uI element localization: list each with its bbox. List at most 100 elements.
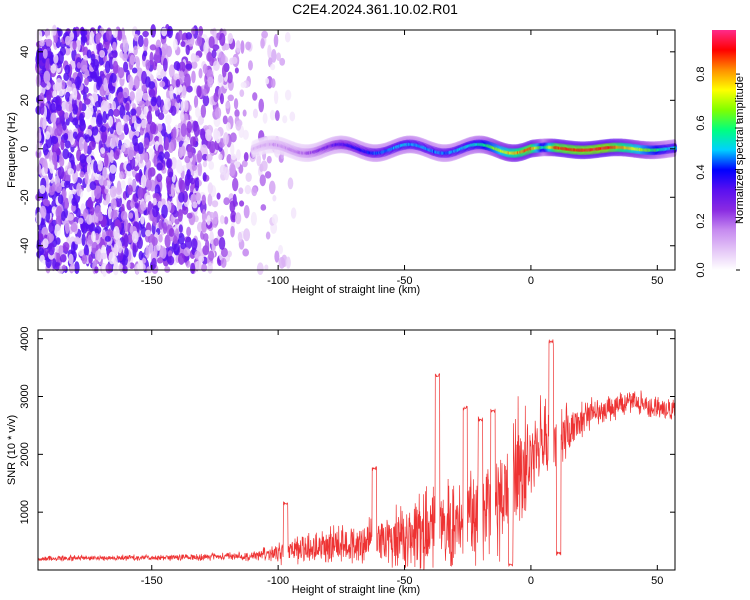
spectrogram-noise-cell <box>186 168 191 180</box>
spectrogram-noise-cell <box>138 100 146 109</box>
spectrogram-noise-cell <box>97 159 103 172</box>
spectrogram-noise-cell <box>276 52 281 62</box>
spectrogram-noise-cell <box>167 141 175 153</box>
colorbar-tick-label: 0.0 <box>695 262 707 277</box>
spectrogram-noise-cell <box>175 78 181 88</box>
spectrogram-noise-cell <box>205 128 212 142</box>
spectrogram-noise-cell <box>212 60 220 72</box>
spectrogram-noise-cell <box>67 213 74 221</box>
spectrogram-noise-cell <box>71 97 77 110</box>
spectrogram-noise-cell <box>264 171 272 179</box>
spectrogram-noise-cell <box>178 146 183 159</box>
spectrogram-noise-cell <box>62 241 70 252</box>
spectrogram-noise-cell <box>137 186 144 201</box>
spectrogram-plot-frame <box>37 29 676 271</box>
spectrogram-noise-cell <box>113 226 120 240</box>
snr-y-ticks: 1000 2000 3000 4000 <box>19 326 675 524</box>
spectrogram-noise-cell <box>108 251 116 265</box>
spectrogram-noise-cell <box>119 104 126 119</box>
spectrogram-noise-cell <box>110 72 117 84</box>
spectrogram-noise-cell <box>117 241 123 254</box>
spectrogram-noise-cell <box>261 30 269 39</box>
spectrogram-noise-cell <box>112 50 118 58</box>
spectrogram-noise-cell <box>190 61 198 69</box>
spectrogram-noise-cell <box>216 192 221 200</box>
spectrogram-x-tick-label: -100 <box>267 275 289 287</box>
spectrogram-noise-cell <box>87 95 95 109</box>
spectrogram-noise-cell <box>128 212 134 219</box>
spectrogram-noise-cell <box>94 185 101 200</box>
spectrogram-noise-cell <box>191 27 196 35</box>
spectrogram-noise-cell <box>166 158 172 169</box>
spectrogram-noise-cell <box>111 135 119 147</box>
spectrogram-noise-cell <box>142 92 149 101</box>
spectrogram-noise-cell <box>231 56 238 65</box>
spectrogram-noise-cell <box>180 242 187 250</box>
spectrogram-noise-cell <box>235 149 241 161</box>
spectrogram-noise-cell <box>223 145 229 157</box>
spectrogram-noise-cell <box>94 101 101 108</box>
snr-y-tick-label: 4000 <box>19 326 31 350</box>
spectrogram-noise-cell <box>145 178 152 192</box>
spectrogram-noise-cell <box>217 74 224 87</box>
spectrogram-noise-cell <box>102 100 110 113</box>
spectrogram-noise-cell <box>75 40 81 48</box>
spectrogram-noise-cell <box>35 28 43 43</box>
spectrogram-noise-cell <box>104 153 109 168</box>
spectrogram-noise-cell <box>72 117 79 126</box>
spectrogram-noise-cell <box>230 143 235 156</box>
spectrogram-noise-cell <box>89 206 95 216</box>
spectrogram-noise-cell <box>122 87 130 99</box>
spectrogram-noise-cell <box>55 117 62 127</box>
spectrogram-noise-cell <box>67 129 74 144</box>
spectrogram-noise-cell <box>202 172 207 182</box>
spectrogram-noise-cell <box>95 250 102 261</box>
spectrogram-y-label: Frequency (Hz) <box>6 112 18 188</box>
spectrogram-noise-cell <box>252 108 259 119</box>
spectrogram-noise-cell <box>140 215 145 225</box>
spectrogram-noise-cell <box>272 195 277 202</box>
spectrogram-noise-cell <box>166 124 172 135</box>
spectrogram-noise-cell <box>183 247 191 257</box>
spectrogram-noise-cell <box>218 153 223 161</box>
spectrogram-noise-cell <box>134 202 139 209</box>
spectrogram-noise-cell <box>152 60 158 71</box>
spectrogram-y-tick-label: 20 <box>19 94 31 106</box>
spectrogram-noise-cell <box>251 186 258 197</box>
spectrogram-noise-cell <box>235 40 241 53</box>
spectrogram-noise-cell <box>162 222 168 234</box>
spectrogram-noise-cell <box>55 182 62 194</box>
spectrogram-noise-cell <box>202 88 207 96</box>
spectrogram-noise-cell <box>104 60 111 74</box>
spectrogram-noise-cell <box>38 92 45 106</box>
spectrogram-noise-cell <box>140 174 147 189</box>
spectrogram-noise-cell <box>136 117 142 124</box>
spectrogram-noise-cell <box>155 47 160 56</box>
spectrogram-noise-cell <box>182 205 189 215</box>
spectrogram-noise-cell <box>115 186 123 195</box>
spectrogram-noise-cell <box>213 128 219 141</box>
spectrogram-noise-cell <box>39 40 45 47</box>
spectrogram-noise-cell <box>248 60 253 71</box>
spectrogram-noise-cell <box>83 140 88 155</box>
spectrogram-noise-cell <box>274 110 280 122</box>
spectrogram-noise-cell <box>219 214 225 225</box>
spectrogram-noise-cell <box>143 137 150 150</box>
spectrogram-noise-cell <box>207 76 214 88</box>
spectrogram-noise-cell <box>79 119 86 132</box>
spectrogram-noise-cell <box>241 160 248 168</box>
spectrogram-noise-cell <box>227 71 233 84</box>
spectrogram-noise-cell <box>49 55 54 66</box>
spectrogram-noise-cell <box>181 85 187 99</box>
spectrogram-noise-cell <box>200 144 208 155</box>
spectrogram-noise-cell <box>135 152 141 164</box>
spectrogram-noise-cell <box>51 151 58 166</box>
spectrogram-noise-cell <box>115 121 123 136</box>
spectrogram-noise-cell <box>243 205 250 219</box>
spectrogram-noise-cell <box>64 140 71 149</box>
spectrogram-noise-cell <box>115 195 123 208</box>
spectrogram-noise-cell <box>167 250 173 258</box>
spectrogram-noise-cell <box>142 30 149 38</box>
spectrogram-noise-cell <box>55 77 63 92</box>
